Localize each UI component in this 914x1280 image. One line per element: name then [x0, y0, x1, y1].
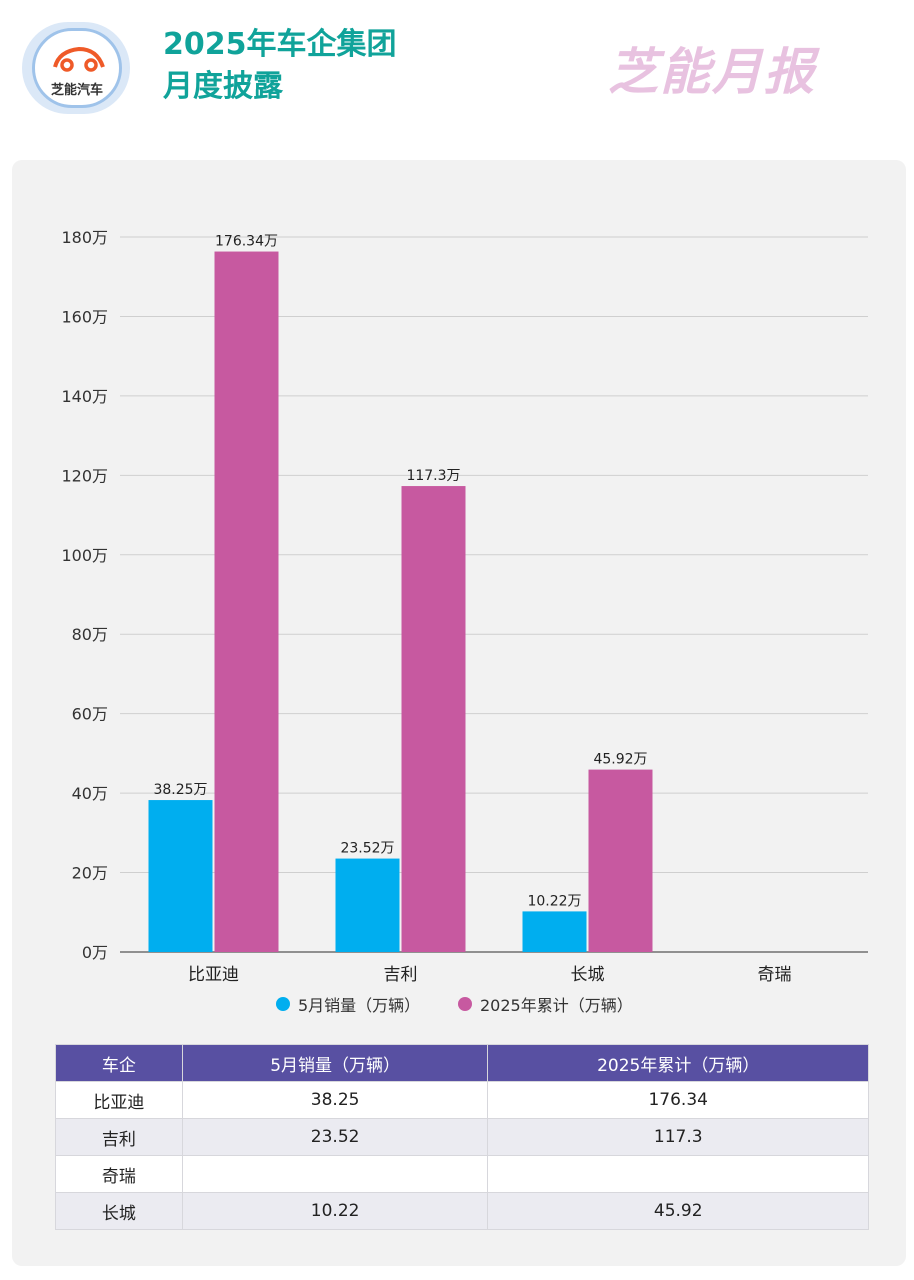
bar	[588, 769, 653, 952]
legend-label-monthly: 5月销量（万辆）	[298, 996, 421, 1015]
bar	[148, 800, 213, 952]
y-tick-label: 140万	[61, 387, 108, 406]
legend-item-monthly: 5月销量（万辆）	[276, 992, 420, 1016]
x-tick-label: 比亚迪	[188, 965, 239, 985]
table-cell: 吉利	[55, 1118, 183, 1156]
y-tick-label: 120万	[61, 466, 108, 485]
table-cell: 45.92	[487, 1192, 869, 1230]
data-label: 45.92万	[593, 752, 647, 768]
y-tick-label: 80万	[72, 625, 108, 644]
x-tick-label: 吉利	[384, 965, 418, 985]
y-tick-label: 60万	[72, 705, 108, 724]
table-header-cell: 5月销量（万辆）	[181, 1044, 489, 1082]
table-cell: 38.25	[181, 1081, 489, 1119]
table-header-cell: 2025年累计（万辆）	[487, 1044, 869, 1082]
bar	[401, 486, 466, 952]
chart-legend: 5月销量（万辆） 2025年累计（万辆）	[0, 992, 914, 1016]
y-tick-label: 20万	[72, 864, 108, 883]
y-tick-label: 180万	[61, 228, 108, 247]
table-header-cell: 车企	[55, 1044, 183, 1082]
data-label: 38.25万	[153, 782, 207, 798]
legend-label-cumulative: 2025年累计（万辆）	[480, 996, 633, 1015]
logo-text: 芝能汽车	[50, 83, 103, 98]
table-cell	[487, 1155, 869, 1193]
table-header-row: 车企 5月销量（万辆） 2025年累计（万辆）	[55, 1044, 869, 1082]
table-row: 比亚迪 38.25 176.34	[55, 1081, 869, 1119]
table-cell: 176.34	[487, 1081, 869, 1119]
legend-swatch-cumulative	[458, 997, 472, 1011]
data-label: 117.3万	[406, 468, 460, 484]
logo: 芝能汽车	[32, 28, 122, 108]
y-tick-label: 100万	[61, 546, 108, 565]
bar	[522, 911, 587, 952]
table-cell	[181, 1155, 489, 1193]
table-cell: 奇瑞	[55, 1155, 183, 1193]
legend-item-cumulative: 2025年累计（万辆）	[458, 992, 633, 1016]
y-tick-label: 0万	[82, 943, 108, 962]
y-tick-label: 160万	[61, 307, 108, 326]
brand-mark: 芝能月报	[608, 43, 816, 101]
table-row: 奇瑞	[55, 1155, 869, 1193]
y-tick-label: 40万	[72, 784, 108, 803]
table-cell: 长城	[55, 1192, 183, 1230]
table-row: 吉利 23.52 117.3	[55, 1118, 869, 1156]
x-tick-label: 长城	[571, 965, 605, 985]
title-line-1: 2025年车企集团	[163, 27, 397, 62]
table-cell: 10.22	[181, 1192, 489, 1230]
table-cell: 比亚迪	[55, 1081, 183, 1119]
table-cell: 23.52	[181, 1118, 489, 1156]
data-label: 23.52万	[340, 841, 394, 857]
data-label: 176.34万	[215, 234, 278, 250]
title-line-2: 月度披露	[163, 69, 283, 104]
table-row: 长城 10.22 45.92	[55, 1192, 869, 1230]
legend-swatch-monthly	[276, 997, 290, 1011]
table-cell: 117.3	[487, 1118, 869, 1156]
x-tick-label: 奇瑞	[758, 965, 792, 985]
bar	[214, 251, 279, 952]
data-table: 车企 5月销量（万辆） 2025年累计（万辆） 比亚迪 38.25 176.34…	[55, 1044, 869, 1230]
page-title: 2025年车企集团 月度披露	[163, 24, 397, 108]
car-icon	[53, 46, 105, 72]
data-label: 10.22万	[527, 893, 581, 909]
bar	[335, 858, 400, 952]
